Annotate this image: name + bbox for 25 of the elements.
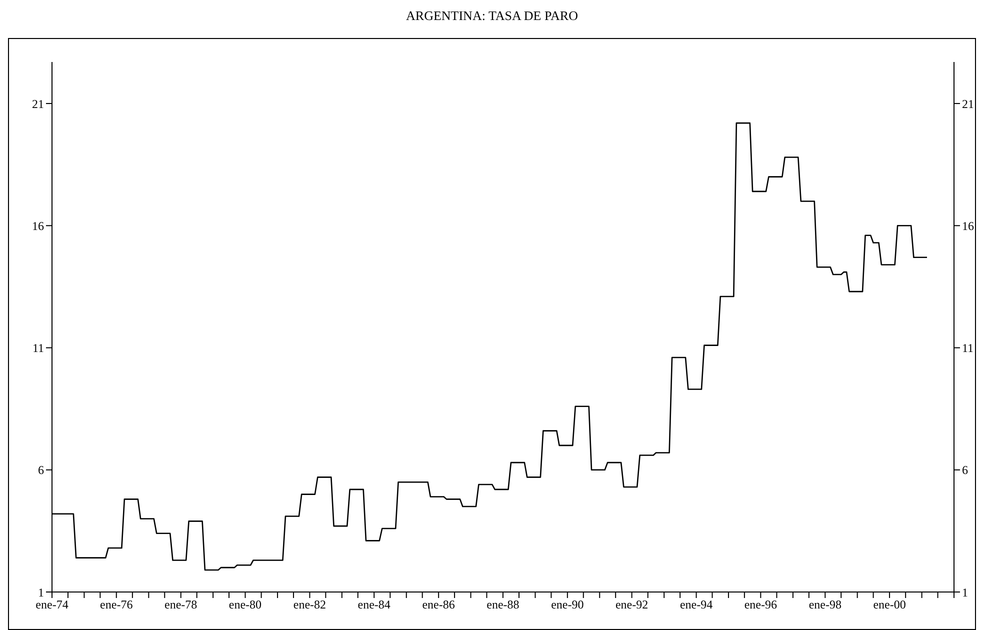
x-tick-label: ene-96	[744, 598, 777, 612]
x-tick-label: ene-84	[358, 598, 390, 612]
y2-tick-label: 6	[962, 463, 968, 478]
y2-tick-label: 16	[962, 218, 974, 233]
x-tick-label: ene-86	[422, 598, 455, 612]
x-tick-label: ene-98	[808, 598, 842, 612]
y-tick-label: 1	[38, 585, 44, 600]
y-tick-label: 16	[32, 218, 44, 233]
x-tick-label: ene-92	[615, 598, 648, 612]
x-tick-label: ene-80	[228, 598, 262, 612]
x-tick-label: ene-76	[100, 598, 133, 612]
x-tick-label: ene-90	[551, 598, 584, 612]
y2-tick-label: 1	[962, 585, 968, 600]
chart-title: ARGENTINA: TASA DE PARO	[405, 8, 579, 25]
x-tick-label: ene-82	[293, 598, 326, 612]
y-tick-label: 11	[32, 341, 44, 356]
x-tick-label: ene-94	[680, 598, 713, 612]
x-tick-label: ene-00	[873, 598, 906, 612]
y-tick-label: 6	[38, 463, 44, 478]
x-tick-label: ene-78	[164, 598, 198, 612]
x-tick-label: ene-88	[486, 598, 520, 612]
y-tick-label: 21	[32, 96, 44, 111]
y2-tick-label: 11	[962, 341, 974, 356]
x-tick-label: ene-74	[36, 598, 68, 612]
y2-tick-label: 21	[962, 96, 974, 111]
